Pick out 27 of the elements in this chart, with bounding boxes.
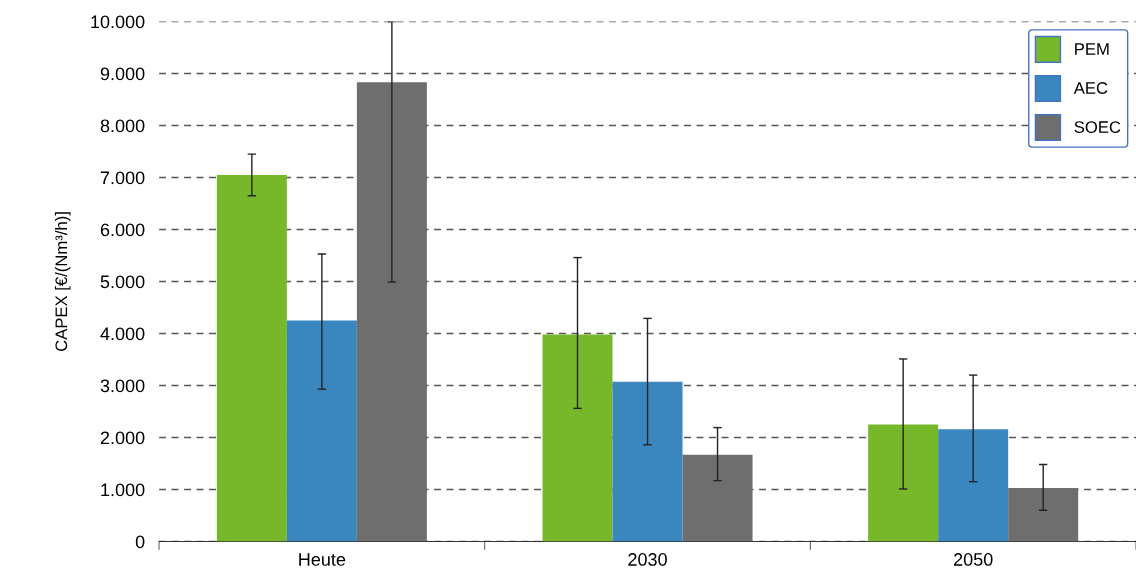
bar	[1008, 487, 1079, 542]
y-tick-label: 5.000	[100, 275, 145, 289]
bar	[682, 454, 753, 542]
y-tick-label: 7.000	[100, 171, 145, 185]
x-tick-label: Heute	[299, 553, 346, 566]
x-tick-label: 2030	[628, 553, 667, 566]
y-tick-label: 10.000	[91, 15, 145, 29]
bar	[216, 174, 287, 542]
y-tick-label: 4.000	[100, 327, 145, 341]
x-tick-label: 2050	[954, 553, 993, 566]
bar	[356, 82, 427, 542]
y-tick-label: 1.000	[101, 483, 145, 497]
y-tick-label: 6.000	[100, 223, 145, 237]
y-tick-label: 0	[135, 535, 145, 549]
y-tick-label: 9.000	[100, 67, 145, 81]
bar	[938, 429, 1009, 542]
bar	[612, 381, 683, 542]
y-tick-label: 8.000	[100, 119, 145, 133]
bar	[286, 320, 357, 542]
bar	[868, 424, 939, 542]
legend-label: AEC	[1073, 82, 1108, 94]
y-axis-title: CAPEX [€/(Nm³/h)]	[54, 212, 71, 352]
y-tick-label: 2.000	[100, 431, 145, 445]
legend-label: SOEC	[1074, 121, 1121, 133]
y-tick-label: 3.000	[100, 379, 145, 393]
legend-label: PEM	[1075, 43, 1109, 55]
bar	[542, 334, 613, 542]
